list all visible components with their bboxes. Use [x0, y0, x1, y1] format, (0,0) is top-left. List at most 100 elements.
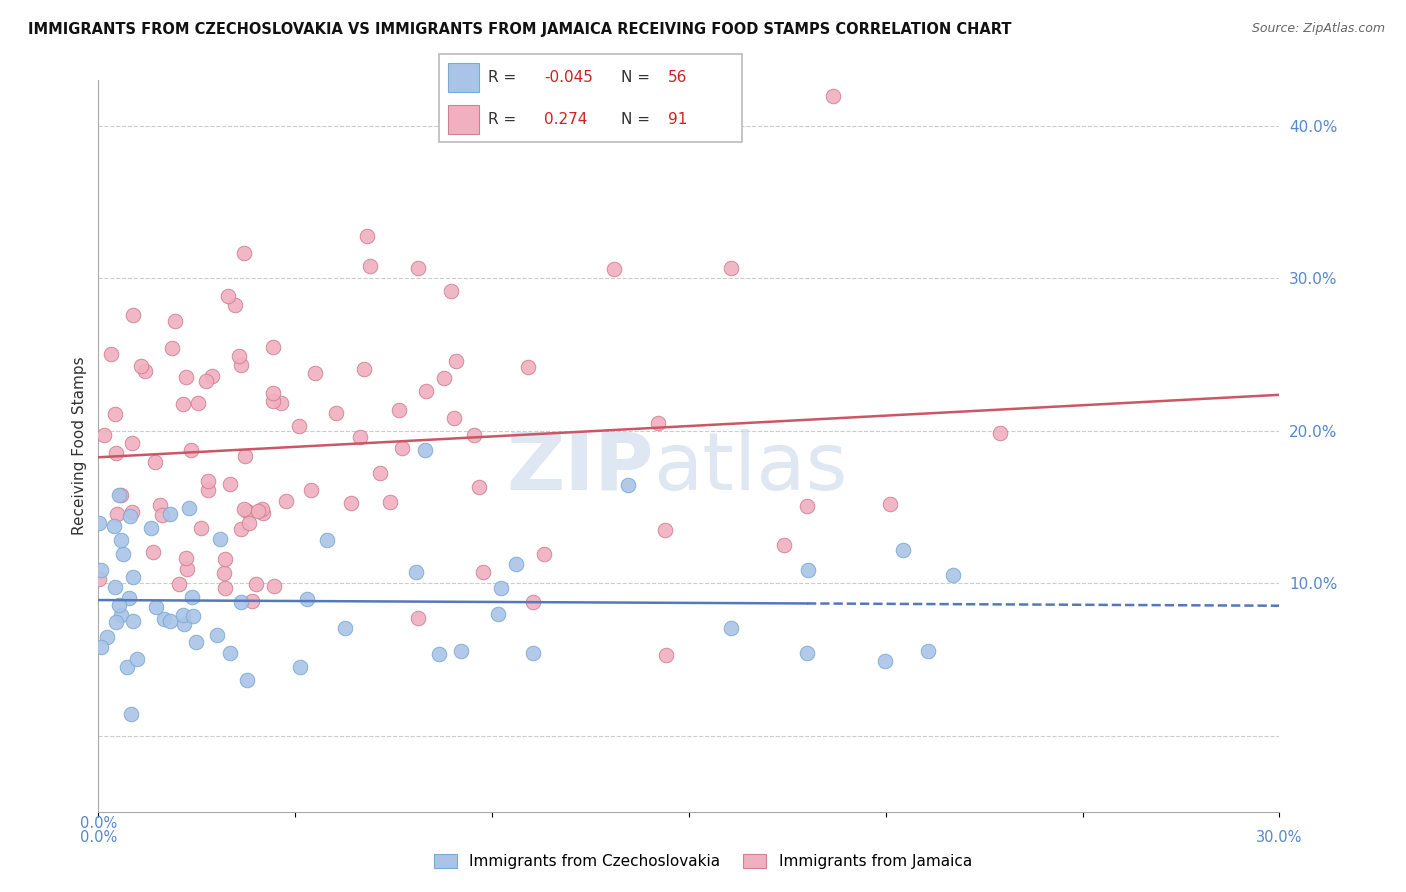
Point — [522, 595, 544, 609]
Point — [295, 591, 318, 606]
Point — [443, 410, 465, 425]
Point — [823, 88, 845, 103]
Point — [177, 501, 200, 516]
Point — [205, 628, 228, 642]
FancyBboxPatch shape — [449, 63, 479, 92]
Point — [142, 545, 165, 559]
Text: Source: ZipAtlas.com: Source: ZipAtlas.com — [1251, 22, 1385, 36]
Point — [163, 314, 186, 328]
Point — [118, 591, 141, 605]
Point — [472, 566, 495, 580]
Point — [533, 547, 555, 561]
Point — [262, 386, 284, 401]
Point — [942, 568, 965, 582]
Point — [229, 522, 252, 536]
Point — [134, 364, 156, 378]
Point — [184, 635, 207, 649]
Point — [252, 506, 274, 520]
Text: 0.0%: 0.0% — [80, 830, 117, 845]
Text: 56: 56 — [668, 70, 688, 85]
Point — [105, 507, 128, 521]
Point — [655, 648, 678, 662]
Point — [276, 493, 298, 508]
Point — [603, 262, 626, 277]
Point — [263, 579, 285, 593]
Point — [517, 359, 540, 374]
Point — [335, 621, 357, 635]
Point — [427, 647, 450, 661]
Point — [105, 445, 128, 459]
Point — [104, 580, 127, 594]
Point — [112, 547, 135, 561]
Point — [433, 370, 456, 384]
Text: 30.0%: 30.0% — [1257, 830, 1302, 845]
Point — [214, 552, 236, 566]
Point — [270, 396, 292, 410]
Point — [181, 608, 204, 623]
Point — [463, 428, 485, 442]
Point — [245, 577, 267, 591]
Point — [359, 259, 381, 273]
Text: -0.045: -0.045 — [544, 70, 593, 85]
Point — [153, 612, 176, 626]
Point — [103, 407, 125, 421]
Point — [415, 384, 437, 399]
Point — [440, 285, 463, 299]
Point — [90, 563, 112, 577]
Point — [246, 504, 269, 518]
Point — [238, 516, 260, 531]
Point — [288, 660, 311, 674]
Point — [233, 502, 256, 516]
Point — [229, 358, 252, 372]
Text: R =: R = — [488, 70, 522, 85]
Point — [353, 361, 375, 376]
Point — [380, 495, 402, 509]
Point — [195, 374, 218, 388]
Point — [250, 501, 273, 516]
Point — [796, 500, 818, 514]
Point — [720, 621, 742, 635]
Point — [129, 359, 152, 374]
Point — [174, 370, 197, 384]
Point — [218, 476, 240, 491]
Point — [391, 441, 413, 455]
Point — [143, 455, 166, 469]
Point — [127, 651, 149, 665]
Point — [159, 614, 181, 628]
Point — [180, 442, 202, 457]
Text: IMMIGRANTS FROM CZECHOSLOVAKIA VS IMMIGRANTS FROM JAMAICA RECEIVING FOOD STAMPS : IMMIGRANTS FROM CZECHOSLOVAKIA VS IMMIGR… — [28, 22, 1012, 37]
Point — [172, 607, 194, 622]
Point — [406, 610, 429, 624]
Point — [176, 562, 198, 576]
Point — [197, 474, 219, 488]
Point — [231, 595, 253, 609]
Point — [110, 487, 132, 501]
Point — [796, 646, 818, 660]
Point — [187, 827, 209, 841]
Point — [110, 607, 132, 622]
Point — [115, 660, 138, 674]
Point — [100, 347, 122, 361]
Point — [219, 647, 242, 661]
Point — [522, 646, 544, 660]
Point — [90, 640, 112, 654]
Point — [103, 519, 125, 533]
Point — [214, 581, 236, 595]
Point — [232, 246, 254, 260]
Point — [387, 403, 409, 417]
Point — [415, 442, 437, 457]
Point — [96, 630, 118, 644]
Point — [772, 538, 794, 552]
Point — [720, 260, 742, 275]
Point — [150, 508, 173, 522]
Point — [224, 298, 246, 312]
Text: 0.274: 0.274 — [544, 112, 588, 127]
Point — [118, 508, 141, 523]
Point — [654, 523, 676, 537]
Point — [87, 572, 110, 586]
Text: R =: R = — [488, 112, 526, 127]
Point — [139, 521, 162, 535]
Point — [468, 480, 491, 494]
Point — [180, 590, 202, 604]
Point — [489, 581, 512, 595]
